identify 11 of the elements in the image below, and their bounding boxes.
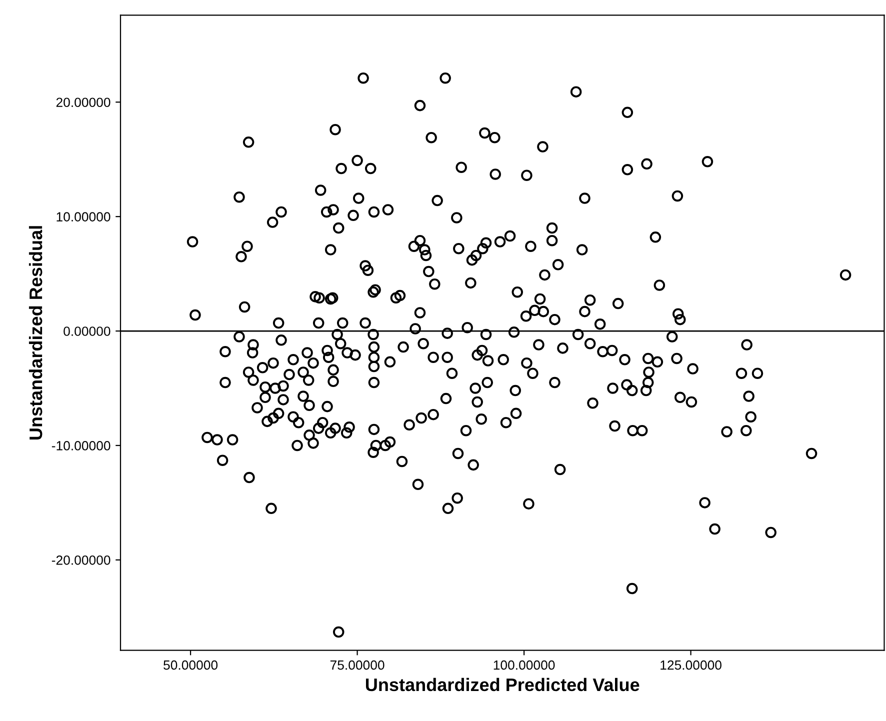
- x-tick-label: 75.00000: [330, 660, 384, 670]
- y-tick-label: 10.00000: [56, 212, 110, 222]
- y-axis-title: Unstandardized Residual: [28, 226, 42, 440]
- y-tick-label: -10.00000: [52, 441, 110, 450]
- y-tick-label: -20.00000: [52, 555, 110, 565]
- y-tick-label: 20.00000: [56, 98, 110, 108]
- y-tick-label: 0.00000: [64, 326, 110, 336]
- x-tick-label: 50.00000: [164, 660, 218, 670]
- x-tick-label: 100.00000: [494, 660, 555, 670]
- x-tick-label: 125.00000: [660, 660, 722, 670]
- x-axis-title: Unstandardized Predicted Value: [366, 678, 640, 692]
